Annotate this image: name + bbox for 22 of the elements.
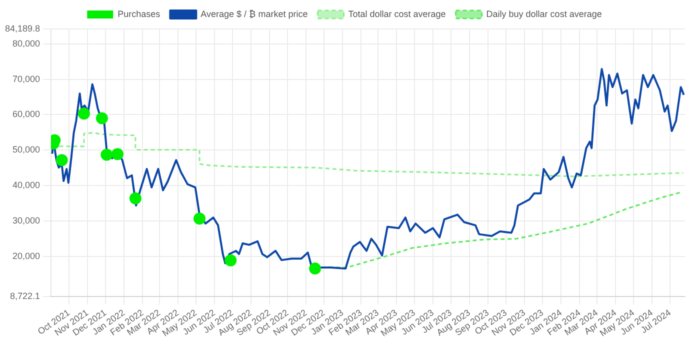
legend-label: Average $ / ₿ market price: [200, 8, 308, 19]
y-tick-label: 80,000: [12, 38, 40, 48]
legend-label: Purchases: [118, 8, 161, 19]
y-tick-label: 50,000: [12, 144, 40, 155]
point: [129, 192, 142, 204]
point: [56, 154, 68, 166]
point: [78, 108, 90, 120]
y-tick-label: 60,000: [12, 109, 40, 120]
y-tick-label: 30,000: [12, 216, 40, 226]
point: [111, 148, 124, 160]
point: [96, 112, 108, 124]
y-tick-label: 70,000: [12, 74, 40, 84]
point: [194, 212, 206, 225]
point: [224, 254, 237, 266]
point: [309, 262, 322, 275]
y-tick-label: 84,189.8: [4, 23, 40, 34]
y-tick-label: 20,000: [12, 250, 40, 261]
legend-label: Total dollar cost average: [348, 8, 446, 19]
point: [100, 148, 113, 161]
y-tick-label: 40,000: [12, 180, 40, 190]
legend-label: Daily buy dollar cost average: [486, 8, 602, 19]
y-tick-label: 8,722.1: [10, 290, 40, 301]
